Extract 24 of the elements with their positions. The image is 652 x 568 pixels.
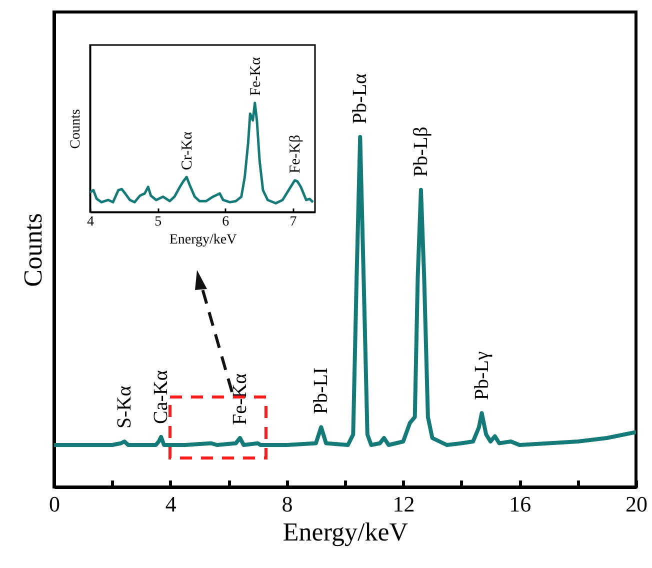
- annotation: Pb-Lγ: [470, 351, 493, 400]
- annotation: Pb-Lβ: [410, 126, 432, 177]
- x-tick-label: 7: [290, 214, 297, 230]
- x-tick-label: 5: [154, 214, 162, 230]
- y-axis-title: Counts: [68, 109, 84, 149]
- annotation: Fe-Kα: [248, 57, 264, 96]
- x-tick-label: 12: [392, 492, 415, 516]
- x-axis-title: Energy/keV: [282, 518, 408, 546]
- x-tick-label: 0: [49, 492, 60, 516]
- y-axis-title: Counts: [18, 213, 48, 287]
- annotation: S-Kα: [113, 385, 136, 428]
- annotation: Pb-Lα: [349, 72, 372, 124]
- annotation: Pb-LI: [310, 367, 332, 414]
- x-tick-label: 20: [626, 492, 648, 516]
- x-tick-label: 16: [509, 492, 532, 516]
- x-axis-title: Energy/keV: [169, 232, 237, 248]
- annotation: Ca-Kα: [150, 370, 172, 424]
- x-tick-label: 4: [165, 492, 176, 516]
- annotation: Fe-Kβ: [288, 134, 304, 174]
- annotation: Fe-Kα: [228, 372, 251, 425]
- annotation: Cr-Kα: [180, 132, 196, 170]
- x-tick-label: 6: [222, 214, 230, 230]
- x-tick-label: 4: [87, 214, 94, 230]
- x-tick-label: 8: [282, 492, 293, 516]
